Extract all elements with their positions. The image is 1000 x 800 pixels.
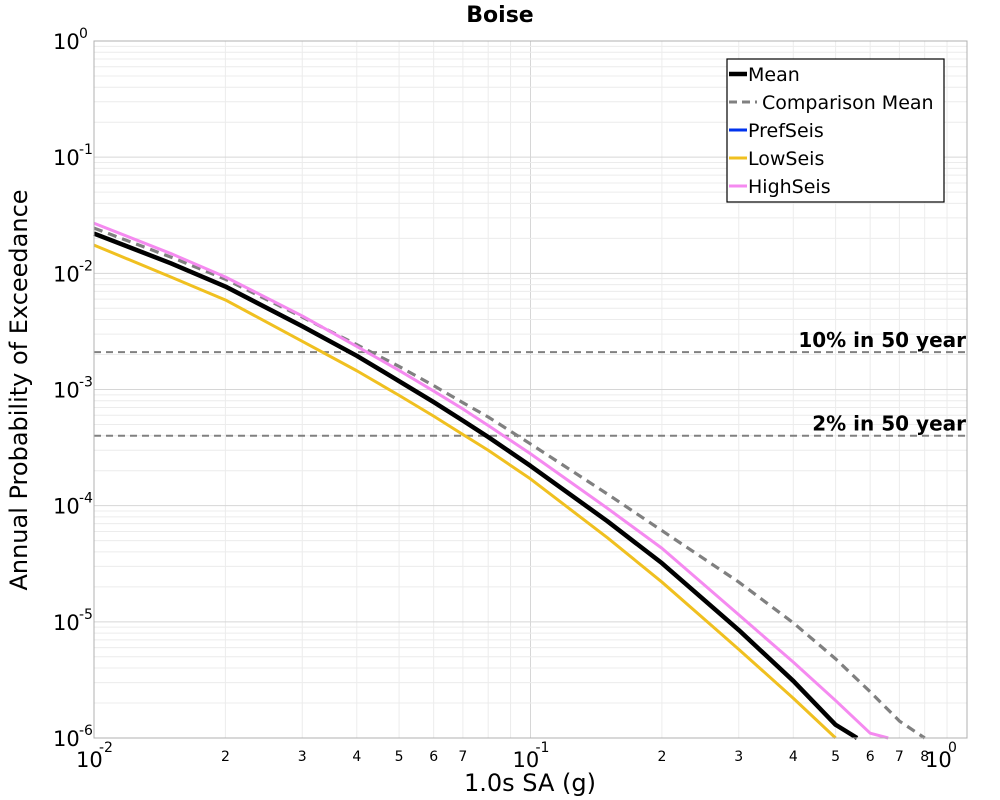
y-tick-exponent: -6 xyxy=(79,723,93,739)
y-tick-label: 10 xyxy=(53,30,80,54)
x-minor-tick-label: 8 xyxy=(920,749,929,765)
x-tick-exponent: 0 xyxy=(948,740,957,756)
legend-label-comparison-mean: Comparison Mean xyxy=(762,92,934,114)
x-minor-tick-label: 4 xyxy=(789,749,798,765)
grid xyxy=(93,41,967,739)
y-tick-label: 10 xyxy=(53,146,80,170)
legend-label-prefseis: PrefSeis xyxy=(748,120,824,142)
legend-box xyxy=(726,58,945,203)
legend-label-highseis: HighSeis xyxy=(748,176,831,198)
y-tick-exponent: -1 xyxy=(79,142,93,158)
reference-line-labels: 10% in 50 year 2% in 50 year xyxy=(798,328,966,436)
x-tick-label: 10 xyxy=(513,748,540,772)
reference-line-label: 10% in 50 year xyxy=(798,328,966,352)
x-tick-exponent: -2 xyxy=(99,740,113,756)
y-tick-label: 10 xyxy=(53,379,80,403)
series-line-mean xyxy=(93,231,859,740)
x-minor-tick-label: 5 xyxy=(395,749,404,765)
x-minor-tick-label: 6 xyxy=(429,749,438,765)
y-tick-exponent: -4 xyxy=(79,491,93,507)
legend-label-lowseis: LowSeis xyxy=(748,148,824,170)
x-minor-tick-label: 6 xyxy=(866,749,875,765)
x-tick-label: 10 xyxy=(76,748,103,772)
y-tick-label: 10 xyxy=(53,495,80,519)
series-lines xyxy=(93,221,926,740)
legend-label-mean: Mean xyxy=(748,64,800,86)
reference-lines xyxy=(94,351,967,437)
y-tick-exponent: -2 xyxy=(79,258,93,274)
y-axis-label: Annual Probability of Exceedance xyxy=(5,189,33,590)
y-tick-exponent: 0 xyxy=(79,26,88,42)
x-minor-tick-label: 2 xyxy=(657,749,666,765)
y-tick-label: 10 xyxy=(53,727,80,751)
x-tick-label: 10 xyxy=(925,748,952,772)
x-minor-tick-label: 3 xyxy=(298,749,307,765)
x-minor-tick-label: 4 xyxy=(352,749,361,765)
y-tick-exponent: -3 xyxy=(79,375,93,391)
x-minor-tick-label: 5 xyxy=(831,749,840,765)
y-tick-label: 10 xyxy=(53,262,80,286)
series-line-lowseis xyxy=(93,243,837,740)
legend: Mean Comparison Mean PrefSeis LowSeis HighSe… xyxy=(726,58,945,203)
x-minor-tick-label: 2 xyxy=(221,749,230,765)
reference-line-label: 2% in 50 year xyxy=(812,412,966,436)
x-axis-label: 1.0s SA (g) xyxy=(464,769,596,797)
y-tick-exponent: -5 xyxy=(79,607,93,623)
x-minor-tick-label: 7 xyxy=(458,749,467,765)
plot-frame xyxy=(93,40,968,739)
x-tick-exponent: -1 xyxy=(536,740,550,756)
chart-title: Boise xyxy=(466,3,533,28)
series-line-highseis xyxy=(93,221,889,740)
y-tick-label: 10 xyxy=(53,611,80,635)
x-minor-tick-label: 3 xyxy=(734,749,743,765)
x-minor-tick-label: 7 xyxy=(895,749,904,765)
